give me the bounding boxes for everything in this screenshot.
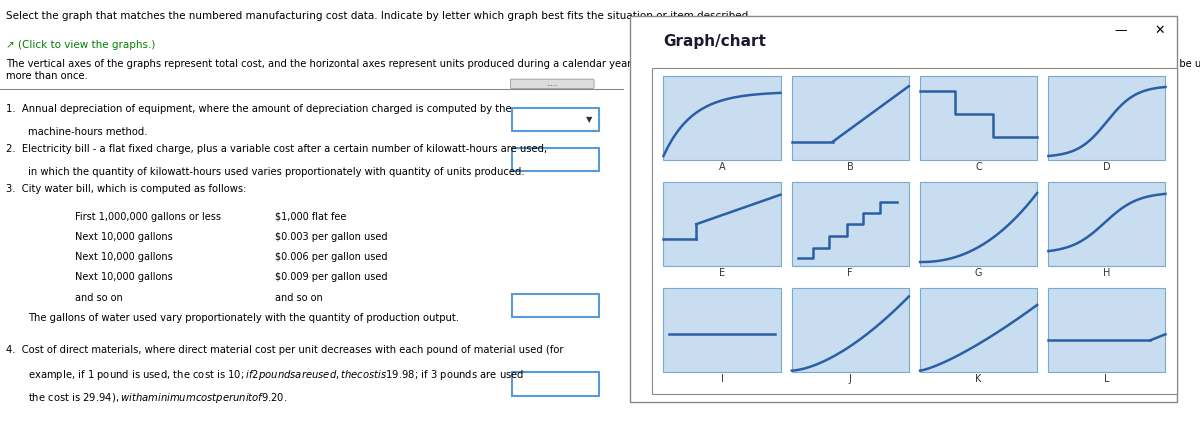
FancyBboxPatch shape bbox=[1049, 182, 1165, 266]
Text: C: C bbox=[976, 162, 982, 172]
Text: in which the quantity of kilowatt-hours used varies proportionately with quantit: in which the quantity of kilowatt-hours … bbox=[28, 167, 524, 177]
Text: E: E bbox=[719, 268, 725, 278]
FancyBboxPatch shape bbox=[630, 16, 1177, 402]
Text: Graph/chart: Graph/chart bbox=[664, 34, 767, 49]
FancyBboxPatch shape bbox=[920, 288, 1037, 372]
FancyBboxPatch shape bbox=[664, 288, 780, 372]
Text: the cost is $29.94), with a minimum cost per unit of $9.20.: the cost is $29.94), with a minimum cost… bbox=[28, 391, 287, 405]
FancyBboxPatch shape bbox=[653, 68, 1177, 394]
Text: B: B bbox=[847, 162, 853, 172]
Text: $0.006 per gallon used: $0.006 per gallon used bbox=[275, 252, 388, 262]
Text: L: L bbox=[1104, 374, 1110, 384]
Text: The vertical axes of the graphs represent total cost, and the horizontal axes re: The vertical axes of the graphs represen… bbox=[6, 59, 1200, 81]
Text: example, if 1 pound is used, the cost is $10; if 2 pounds are used, the cost is : example, if 1 pound is used, the cost is… bbox=[28, 368, 524, 382]
Text: 3.  City water bill, which is computed as follows:: 3. City water bill, which is computed as… bbox=[6, 184, 247, 194]
FancyBboxPatch shape bbox=[511, 372, 599, 396]
Text: and so on: and so on bbox=[74, 293, 122, 303]
Text: Next 10,000 gallons: Next 10,000 gallons bbox=[74, 272, 173, 283]
FancyBboxPatch shape bbox=[511, 294, 599, 317]
FancyBboxPatch shape bbox=[511, 148, 599, 171]
FancyBboxPatch shape bbox=[664, 182, 780, 266]
FancyBboxPatch shape bbox=[1049, 288, 1165, 372]
Text: 2.  Electricity bill - a flat fixed charge, plus a variable cost after a certain: 2. Electricity bill - a flat fixed charg… bbox=[6, 144, 547, 154]
Text: D: D bbox=[1103, 162, 1111, 172]
FancyBboxPatch shape bbox=[920, 182, 1037, 266]
Text: J: J bbox=[848, 374, 852, 384]
FancyBboxPatch shape bbox=[792, 182, 908, 266]
Text: —: — bbox=[1114, 24, 1127, 37]
Text: K: K bbox=[976, 374, 982, 384]
Text: A: A bbox=[719, 162, 725, 172]
FancyBboxPatch shape bbox=[1049, 76, 1165, 160]
Text: F: F bbox=[847, 268, 853, 278]
Text: and so on: and so on bbox=[275, 293, 323, 303]
Text: ↗ (Click to view the graphs.): ↗ (Click to view the graphs.) bbox=[6, 40, 156, 50]
Text: The gallons of water used vary proportionately with the quantity of production o: The gallons of water used vary proportio… bbox=[28, 313, 460, 323]
FancyBboxPatch shape bbox=[792, 76, 908, 160]
FancyBboxPatch shape bbox=[664, 76, 780, 160]
Text: .....: ..... bbox=[547, 81, 558, 87]
FancyBboxPatch shape bbox=[920, 76, 1037, 160]
Text: First 1,000,000 gallons or less: First 1,000,000 gallons or less bbox=[74, 212, 221, 222]
FancyBboxPatch shape bbox=[792, 288, 908, 372]
Text: G: G bbox=[974, 268, 983, 278]
Text: Next 10,000 gallons: Next 10,000 gallons bbox=[74, 252, 173, 262]
Text: Next 10,000 gallons: Next 10,000 gallons bbox=[74, 232, 173, 242]
Text: ✕: ✕ bbox=[1154, 24, 1165, 37]
Text: ▼: ▼ bbox=[586, 115, 593, 124]
Text: machine-hours method.: machine-hours method. bbox=[28, 127, 148, 137]
Text: 4.  Cost of direct materials, where direct material cost per unit decreases with: 4. Cost of direct materials, where direc… bbox=[6, 345, 564, 355]
Text: Select the graph that matches the numbered manufacturing cost data. Indicate by : Select the graph that matches the number… bbox=[6, 11, 752, 21]
Text: H: H bbox=[1103, 268, 1111, 278]
Text: $0.003 per gallon used: $0.003 per gallon used bbox=[275, 232, 388, 242]
Text: $1,000 flat fee: $1,000 flat fee bbox=[275, 212, 346, 222]
FancyBboxPatch shape bbox=[510, 79, 594, 88]
FancyBboxPatch shape bbox=[511, 108, 599, 131]
Text: I: I bbox=[720, 374, 724, 384]
Text: $0.009 per gallon used: $0.009 per gallon used bbox=[275, 272, 388, 283]
Text: 1.  Annual depreciation of equipment, where the amount of depreciation charged i: 1. Annual depreciation of equipment, whe… bbox=[6, 104, 512, 114]
